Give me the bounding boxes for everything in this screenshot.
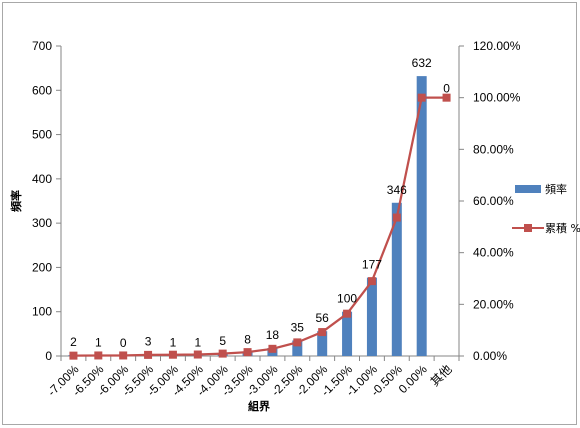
line-marker bbox=[268, 344, 277, 353]
y-axis-title: 頻率 bbox=[9, 190, 23, 212]
y2-tick-label: 40.00% bbox=[473, 246, 514, 260]
bar bbox=[292, 340, 303, 356]
y2-tick-label: 20.00% bbox=[473, 297, 514, 311]
bar-data-label: 100 bbox=[337, 292, 357, 306]
bar bbox=[416, 76, 427, 356]
bar-data-label: 8 bbox=[244, 332, 251, 346]
x-axis-title: 組界 bbox=[248, 399, 270, 413]
line-marker bbox=[94, 351, 103, 360]
line-marker bbox=[168, 350, 177, 359]
line-marker bbox=[144, 350, 153, 359]
y-tick-label: 700 bbox=[32, 39, 52, 53]
x-tick-label: 0.00% bbox=[396, 362, 430, 396]
bar-data-label: 56 bbox=[316, 311, 330, 325]
line-marker bbox=[119, 351, 128, 360]
y2-tick-label: 0.00% bbox=[473, 349, 507, 363]
bar-data-label: 18 bbox=[266, 328, 280, 342]
line-series bbox=[69, 93, 451, 360]
data-labels: 2 1 0 3 1 1 5 8 18 35 56 100 177 346 632 0 bbox=[70, 56, 450, 350]
y2-tick-label: 120.00% bbox=[473, 39, 521, 53]
line-marker bbox=[218, 349, 227, 358]
y2-tick-label: 100.00% bbox=[473, 91, 521, 105]
line-marker bbox=[293, 338, 302, 347]
legend-swatch-cumulative-marker bbox=[524, 224, 532, 232]
y-tick-label: 300 bbox=[32, 216, 52, 230]
line-marker bbox=[69, 351, 78, 360]
y2-tick-label: 60.00% bbox=[473, 194, 514, 208]
bar-data-label: 0 bbox=[120, 336, 127, 350]
y2-tick-label: 80.00% bbox=[473, 142, 514, 156]
bar-data-label: 1 bbox=[95, 336, 102, 350]
line-marker bbox=[343, 309, 352, 318]
bar-data-label: 632 bbox=[412, 56, 432, 70]
y-tick-label: 400 bbox=[32, 172, 52, 186]
bar-data-label: 1 bbox=[170, 336, 177, 350]
line-marker bbox=[318, 328, 327, 337]
y-tick-label: 600 bbox=[32, 83, 52, 97]
bar bbox=[342, 311, 353, 356]
line-marker bbox=[243, 348, 252, 357]
bar-data-label: 2 bbox=[70, 335, 77, 349]
legend-swatch-frequency bbox=[515, 185, 541, 193]
bar-data-label: 0 bbox=[443, 82, 450, 96]
x-axis: -7.00%-6.50%-6.00%-5.50%-5.00%-4.50%-4.0… bbox=[45, 355, 460, 399]
bar bbox=[391, 202, 402, 356]
y-tick-label: 100 bbox=[32, 305, 52, 319]
bar bbox=[366, 277, 377, 356]
bar-data-label: 35 bbox=[291, 321, 305, 335]
bar-data-label: 177 bbox=[362, 258, 382, 272]
legend-label-cumulative: 累積 % bbox=[545, 221, 580, 235]
y-tick-label: 500 bbox=[32, 128, 52, 142]
bar-data-label: 346 bbox=[387, 183, 407, 197]
line-marker bbox=[193, 350, 202, 359]
bar-data-label: 3 bbox=[145, 335, 152, 349]
line-marker bbox=[442, 93, 451, 102]
bar-data-label: 1 bbox=[194, 336, 201, 350]
y-tick-label: 0 bbox=[45, 349, 52, 363]
x-tick-label: 其他 bbox=[428, 362, 455, 389]
bar-data-label: 5 bbox=[219, 334, 226, 348]
line-marker bbox=[417, 93, 426, 102]
line-marker bbox=[367, 277, 376, 286]
bar-series bbox=[68, 76, 427, 356]
line-marker bbox=[392, 213, 401, 222]
legend: 頻率 累積 % bbox=[512, 182, 580, 235]
y-tick-label: 200 bbox=[32, 260, 52, 274]
legend-label-frequency: 頻率 bbox=[545, 182, 567, 196]
bar bbox=[317, 331, 328, 356]
y-axis-right: 0.00% 20.00% 40.00% 60.00% 80.00% 100.00% 120.… bbox=[458, 39, 521, 363]
cumulative-line bbox=[73, 96, 447, 357]
y-axis-left: 0 100 200 300 400 500 600 700 bbox=[32, 39, 62, 363]
